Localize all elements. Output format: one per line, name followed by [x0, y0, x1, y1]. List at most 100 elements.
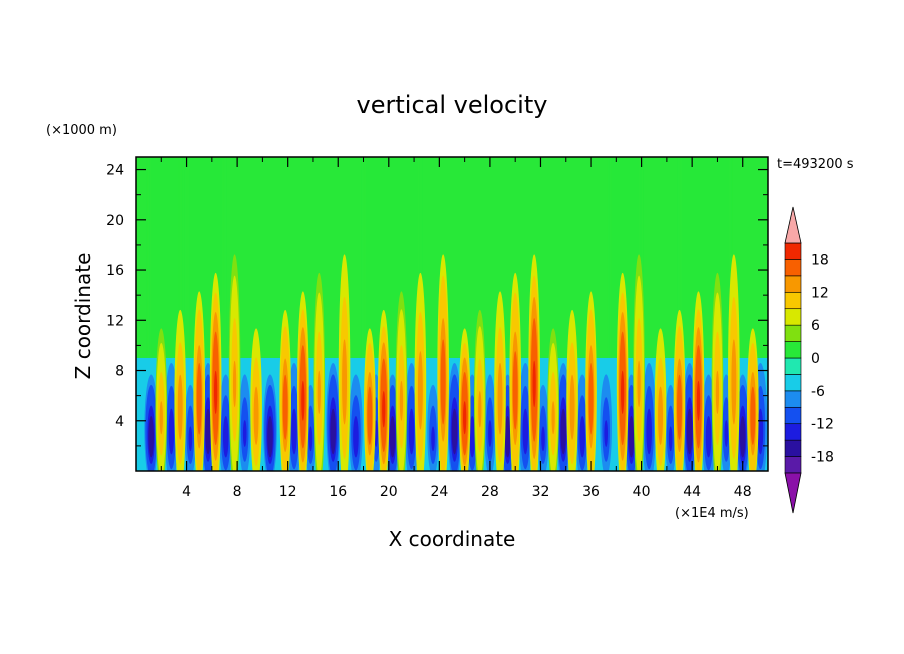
contour-cell	[604, 420, 609, 447]
updraft-column	[566, 309, 578, 471]
contour-cell	[418, 370, 423, 414]
positive-region	[148, 157, 181, 358]
y-tick-label: 16	[106, 263, 124, 279]
downdraft-column	[237, 363, 252, 471]
colorbar-segment	[784, 324, 802, 342]
colorbar-tick-label: 12	[811, 285, 829, 301]
contour-cell	[580, 426, 584, 452]
x-tick-label: 40	[633, 484, 651, 500]
heatmap-field	[136, 157, 768, 471]
y-tick-label: 20	[106, 213, 124, 229]
contour-cell	[505, 426, 510, 452]
time-label: t=493200 s	[777, 157, 854, 172]
contour-cell	[621, 370, 625, 414]
downdraft-column	[144, 374, 158, 471]
contour-cell	[317, 370, 321, 414]
contour-cell	[732, 360, 736, 408]
y-tick-label: 12	[106, 313, 124, 329]
x-tick-label: 28	[481, 484, 499, 500]
contour-cell	[589, 380, 593, 421]
contour-cell	[488, 420, 492, 447]
contour-cell	[687, 420, 692, 447]
contour-cell	[629, 426, 634, 452]
updraft-column	[585, 291, 597, 471]
colorbar-tick-label: -18	[811, 450, 834, 466]
contour-cell	[758, 420, 763, 447]
contour-cell	[409, 420, 414, 447]
contour-cell	[197, 380, 201, 421]
positive-region	[679, 157, 731, 358]
updraft-column	[616, 272, 629, 471]
colorbar-tick-label: 0	[811, 351, 820, 367]
contour-cell	[706, 426, 711, 452]
contour-cell	[498, 380, 502, 421]
y-tick-label: 24	[106, 163, 124, 179]
updraft-column	[250, 328, 262, 471]
contour-cell	[523, 420, 528, 447]
contour-cell	[431, 426, 435, 452]
contour-cell	[159, 401, 163, 435]
colorbar-segment	[784, 423, 802, 441]
contour-cell	[658, 401, 663, 435]
contour-cell	[463, 401, 467, 435]
contour-cell	[188, 426, 193, 452]
x-tick-label: 16	[329, 484, 347, 500]
contour-cell	[740, 426, 745, 452]
downdraft-column	[426, 374, 440, 471]
colorbar-tick-label: 6	[811, 318, 820, 334]
y-tick-label: 4	[115, 414, 124, 430]
colorbar: -18 -12 -6 0 6 12 18	[784, 206, 834, 514]
updraft-column	[673, 309, 686, 471]
updraft-column	[437, 254, 449, 471]
x-tick-label: 44	[683, 484, 701, 500]
updraft-column	[174, 309, 187, 471]
contour-cell	[696, 380, 701, 421]
contour-cell	[292, 420, 296, 447]
downdraft-column	[642, 363, 656, 471]
contour-cell	[441, 360, 445, 408]
updraft-column	[313, 272, 326, 471]
updraft-column	[474, 309, 486, 471]
updraft-column	[528, 254, 540, 471]
updraft-column	[209, 272, 222, 471]
updraft-column	[711, 272, 724, 471]
downdraft-column	[483, 363, 497, 471]
contour-cell	[570, 391, 574, 428]
colorbar-segment	[784, 374, 802, 392]
updraft-column	[193, 291, 205, 471]
contour-cell	[561, 420, 566, 447]
contour-cell	[751, 401, 755, 435]
contour-cell	[677, 391, 682, 428]
updraft-column	[414, 272, 427, 471]
contour-cell	[331, 420, 335, 447]
x-tick-label: 32	[532, 484, 550, 500]
colorbar-segment	[784, 406, 802, 425]
contour-cell	[242, 420, 247, 447]
downdraft-column	[404, 363, 419, 471]
downdraft-column	[349, 374, 363, 471]
colorbar-segment	[784, 259, 802, 277]
downdraft-column	[663, 374, 678, 471]
updraft-column	[458, 328, 471, 471]
contour-cell	[213, 370, 218, 414]
updraft-column	[633, 254, 645, 471]
colorbar-segment	[784, 357, 802, 375]
colorbar-segment	[784, 390, 802, 408]
y-axis: 4 8 12 16 20 24	[106, 163, 768, 447]
x-tick-label: 24	[430, 484, 448, 500]
contour-cell	[169, 420, 174, 447]
plot-frame	[135, 156, 769, 472]
chart-title: vertical velocity	[357, 91, 548, 119]
y-unit-label: (×1000 m)	[46, 123, 117, 138]
colorbar-extend-high	[784, 206, 802, 244]
colorbar-extend-low	[784, 472, 802, 514]
updraft-column	[494, 291, 506, 471]
updraft-column	[547, 328, 559, 471]
contour-cell	[715, 370, 720, 414]
updraft-column	[747, 328, 759, 471]
updraft-column	[377, 309, 390, 471]
updraft-column	[155, 328, 168, 471]
y-axis-title: Z coordinate	[71, 253, 95, 380]
y-tick-label: 8	[115, 364, 124, 380]
